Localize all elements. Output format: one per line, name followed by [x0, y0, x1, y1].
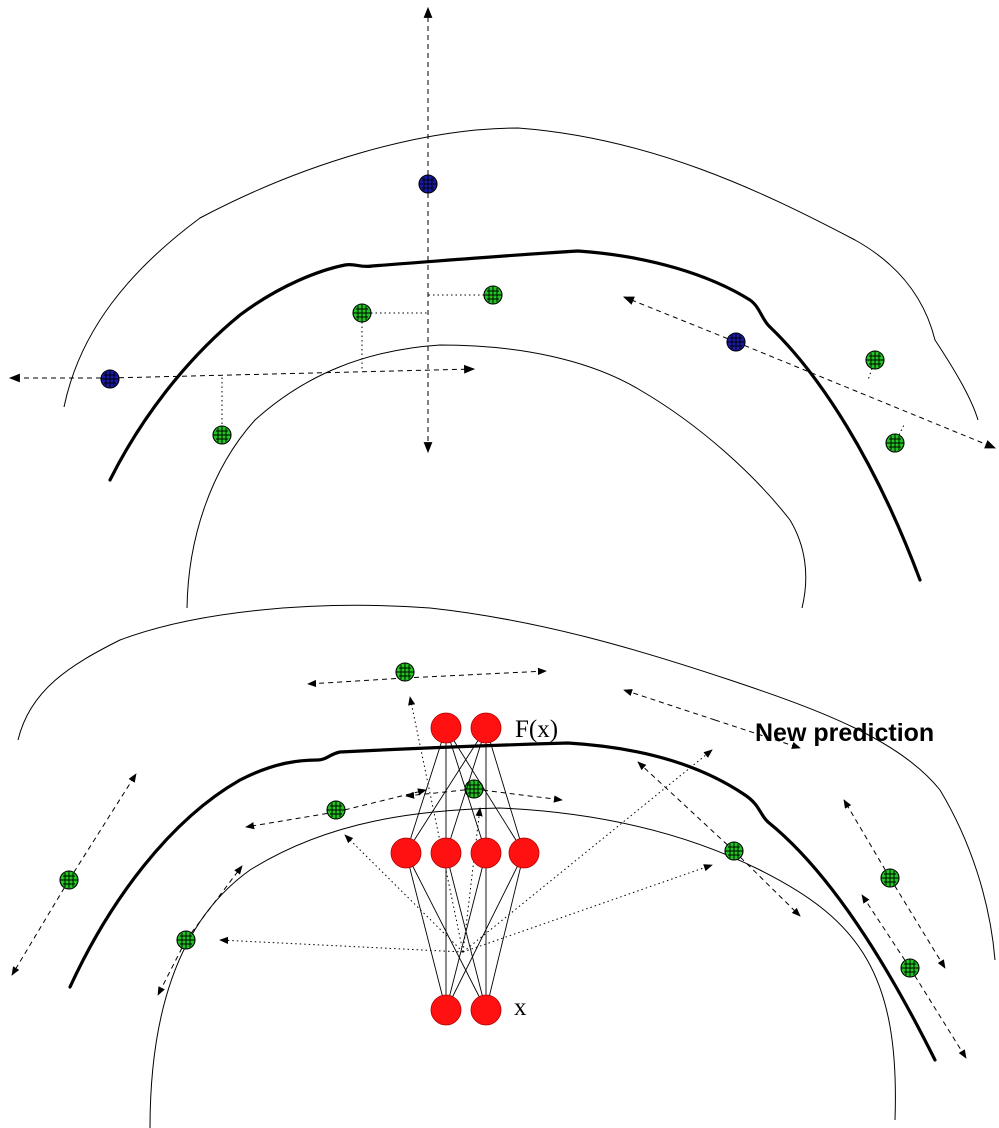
top-outer-manifold-curve [63, 127, 979, 421]
predicted-tangent-arrow [843, 799, 891, 879]
data-point [176, 930, 196, 950]
data-point [59, 870, 79, 890]
network-output-line [408, 696, 464, 953]
predicted-tangent-arrow [245, 811, 337, 830]
data-point [885, 433, 905, 453]
predicted-tangent-arrow [11, 879, 70, 976]
predicted-tangent-arrow [157, 939, 187, 996]
new-prediction-tangent-arrow [623, 689, 716, 721]
data-point [395, 662, 415, 682]
predicted-tangent-arrow [733, 850, 801, 917]
projection-line-6 [894, 422, 906, 444]
hidden-neuron [390, 837, 422, 869]
hidden-neuron [470, 837, 502, 869]
data-point [326, 800, 346, 820]
top-panel [8, 6, 997, 609]
hidden-neuron [508, 837, 540, 869]
data-point [483, 285, 503, 305]
input-neuron [470, 994, 502, 1026]
input-label: x [514, 994, 527, 1021]
predicted-tangent-arrow [637, 761, 735, 852]
tangent-arrow-right-1 [622, 296, 737, 343]
tangent-arrow-left-2 [109, 364, 476, 379]
tangent-arrow-right-2 [735, 341, 997, 449]
output-neuron [470, 712, 502, 744]
predicted-tangent-arrow [473, 788, 563, 803]
predicted-tangent-arrow [307, 677, 406, 688]
top-inner-manifold-curve [186, 344, 807, 609]
support-point [100, 369, 120, 389]
new-prediction-label: New prediction [755, 719, 934, 747]
data-point [724, 841, 744, 861]
data-point [352, 303, 372, 323]
predicted-tangent-arrow [889, 877, 946, 969]
network-output-line [462, 864, 713, 953]
network-output-line [344, 834, 464, 953]
support-point [726, 332, 746, 352]
top-thick-manifold-curve [108, 249, 922, 582]
neural-network [390, 712, 540, 1026]
network-output-line [219, 936, 464, 953]
network-output-line [462, 807, 483, 953]
data-point [900, 958, 920, 978]
predicted-tangent-arrow [185, 865, 243, 941]
data-point [865, 350, 885, 370]
input-neuron [430, 994, 462, 1026]
bottom-thick-manifold-curve [68, 741, 937, 1062]
predicted-tangent-arrow [404, 667, 547, 679]
data-point [464, 779, 484, 799]
data-point [212, 425, 232, 445]
bottom-outer-manifold-curve [17, 604, 996, 961]
predicted-tangent-arrow [861, 894, 911, 969]
bottom-panel: New prediction F(x) x [11, 604, 996, 1128]
predicted-tangent-arrow [909, 967, 967, 1059]
predicted-tangent-arrow [335, 788, 427, 813]
output-neuron [430, 712, 462, 744]
bottom-inner-manifold-curve [149, 807, 896, 1128]
new-prediction-tangent-arrow [714, 719, 801, 749]
hidden-neuron [430, 837, 462, 869]
predicted-tangent-arrow [68, 773, 137, 881]
network-connections [405, 727, 525, 1011]
output-label: F(x) [515, 716, 558, 743]
support-point [418, 174, 438, 194]
data-point [880, 868, 900, 888]
predicted-tangent-arrow [405, 788, 475, 799]
